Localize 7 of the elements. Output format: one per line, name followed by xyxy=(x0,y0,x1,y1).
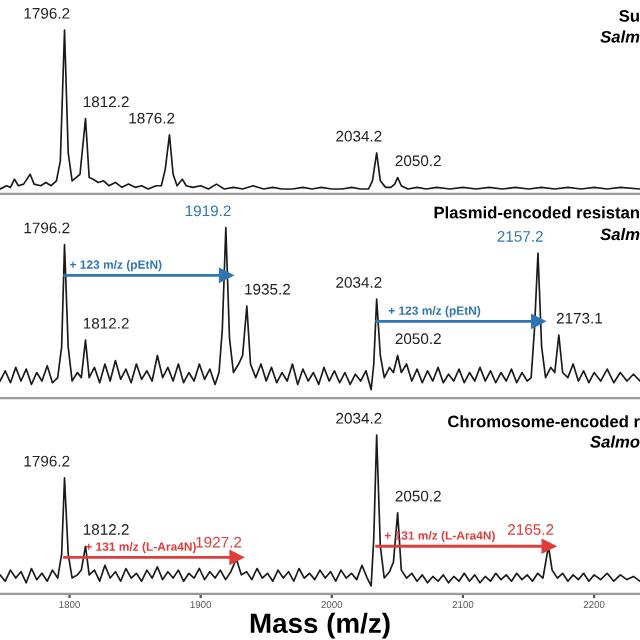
chart-title: Chromosome-encoded r xyxy=(448,415,640,428)
x-axis-title: Mass (m/z) xyxy=(250,612,390,639)
chart-subtitle: Salm xyxy=(600,30,640,43)
chart-title: Plasmid-encoded resistan xyxy=(434,206,639,219)
chart-subtitle: Salm xyxy=(600,228,640,241)
chart-title: Su xyxy=(619,9,639,22)
chart-subtitle: Salmo xyxy=(590,435,640,448)
